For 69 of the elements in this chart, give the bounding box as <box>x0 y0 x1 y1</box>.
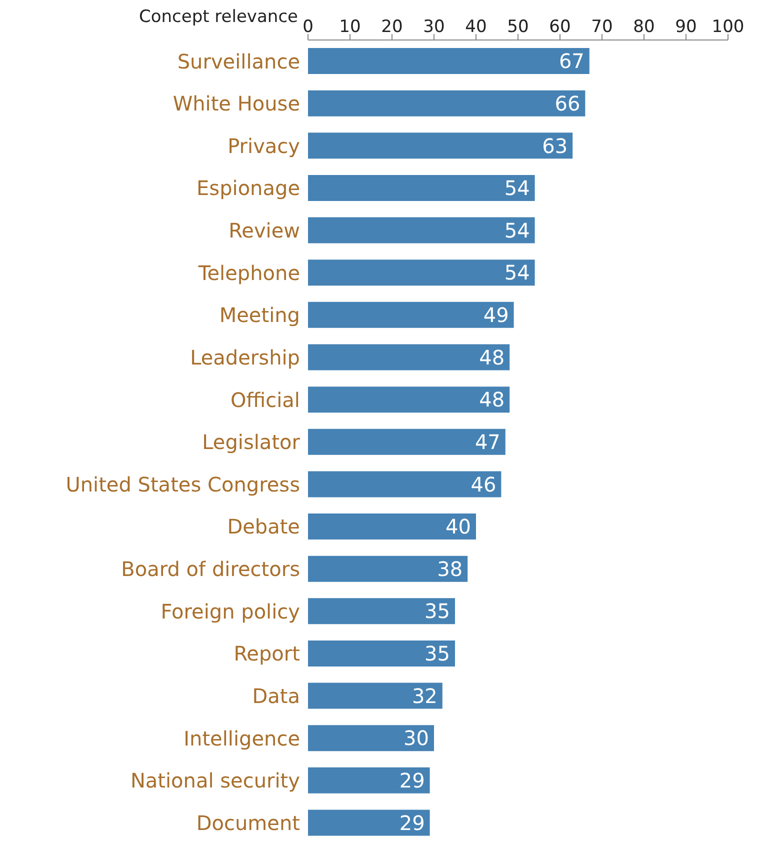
y-tick-label: Review <box>228 218 300 243</box>
bar <box>308 174 535 201</box>
bar <box>308 260 535 286</box>
y-tick-label: Privacy <box>228 134 300 158</box>
bar <box>308 556 468 582</box>
y-tick-label: Espionage <box>196 176 300 200</box>
y-tick-label: Legislator <box>202 430 301 454</box>
data-label: 47 <box>474 430 500 454</box>
x-tick-label: 30 <box>423 17 445 37</box>
x-tick-label: 10 <box>339 17 361 37</box>
x-tick-label: 80 <box>633 17 655 37</box>
y-tick-label: Surveillance <box>177 49 300 74</box>
bar <box>308 682 442 709</box>
data-label: 32 <box>412 684 438 708</box>
y-tick-label: Report <box>234 642 300 666</box>
data-label: 66 <box>554 91 580 116</box>
data-label: 40 <box>446 514 471 539</box>
x-tick-label: 100 <box>712 17 744 37</box>
x-tick-label: 70 <box>591 17 613 37</box>
data-label: 54 <box>504 218 530 242</box>
x-tick-label: 50 <box>507 17 529 37</box>
y-tick-label: Telephone <box>197 260 300 285</box>
bar <box>308 725 434 752</box>
data-label: 35 <box>424 642 450 666</box>
y-tick-label: Official <box>230 388 300 412</box>
bar <box>308 48 590 74</box>
data-label: 30 <box>404 726 429 750</box>
data-label: 48 <box>479 345 505 370</box>
y-tick-label: Intelligence <box>184 726 300 750</box>
y-tick-label: White House <box>172 92 300 116</box>
y-tick-label: Leadership <box>190 345 300 370</box>
x-tick-label: 40 <box>465 17 487 37</box>
bar <box>308 302 514 328</box>
data-label: 54 <box>504 176 530 200</box>
data-label: 54 <box>504 260 530 285</box>
x-tick-label: 0 <box>302 17 314 37</box>
x-tick-label: 90 <box>675 17 697 37</box>
y-tick-label: Document <box>196 810 300 835</box>
data-label: 46 <box>470 472 496 496</box>
bar <box>308 810 430 836</box>
bar <box>308 598 455 624</box>
y-tick-label: Debate <box>227 514 300 539</box>
bar <box>308 386 510 413</box>
data-label: 29 <box>399 810 425 835</box>
bar <box>308 90 586 116</box>
data-label: 29 <box>399 768 425 793</box>
x-tick-label: 20 <box>381 17 403 37</box>
data-label: 35 <box>424 599 450 624</box>
bar <box>308 217 535 244</box>
bar <box>308 132 573 159</box>
bar <box>308 514 476 540</box>
y-tick-label: United States Congress <box>66 472 300 496</box>
bar <box>308 428 506 455</box>
y-tick-label: Foreign policy <box>160 599 300 624</box>
y-tick-label: Board of directors <box>121 557 300 582</box>
data-label: 48 <box>479 388 505 412</box>
data-label: 49 <box>483 303 509 328</box>
y-tick-label: Meeting <box>219 303 300 328</box>
y-tick-label: National security <box>130 768 300 793</box>
y-tick-label: Data <box>252 684 300 708</box>
data-label: 38 <box>437 556 463 581</box>
bar <box>308 471 502 498</box>
bar <box>308 344 510 370</box>
bar <box>308 767 430 794</box>
data-label: 63 <box>542 134 568 158</box>
x-axis-title: Concept relevance <box>138 7 298 27</box>
bar <box>308 640 455 666</box>
data-label: 67 <box>558 49 584 74</box>
x-tick-label: 60 <box>549 17 571 37</box>
